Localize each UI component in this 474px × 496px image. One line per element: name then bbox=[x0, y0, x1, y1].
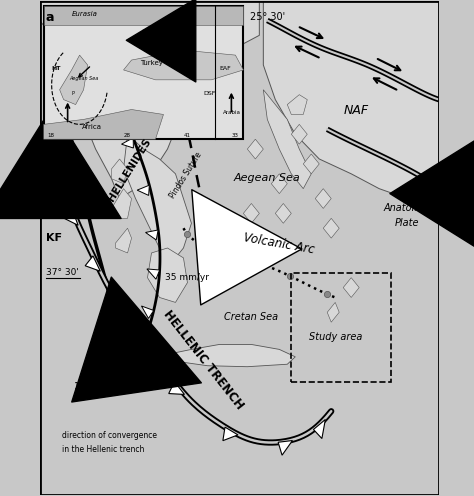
Polygon shape bbox=[223, 427, 238, 440]
Polygon shape bbox=[141, 306, 154, 318]
Polygon shape bbox=[44, 110, 164, 139]
Bar bbox=[44, 5, 243, 139]
Polygon shape bbox=[264, 0, 439, 208]
Polygon shape bbox=[292, 124, 307, 144]
Text: 18: 18 bbox=[48, 133, 55, 138]
Text: 10 mm/yr: 10 mm/yr bbox=[73, 382, 118, 391]
Polygon shape bbox=[111, 188, 131, 218]
Text: Anatolian: Anatolian bbox=[384, 203, 430, 213]
Text: 41: 41 bbox=[183, 133, 191, 138]
Text: Cretan Sea: Cretan Sea bbox=[224, 311, 278, 322]
Text: NAF: NAF bbox=[167, 31, 180, 36]
Text: direction of convergence: direction of convergence bbox=[62, 432, 156, 440]
Polygon shape bbox=[40, 0, 259, 198]
Polygon shape bbox=[278, 440, 292, 455]
Text: P: P bbox=[72, 91, 74, 96]
Text: Eurasia: Eurasia bbox=[72, 10, 98, 16]
Text: Pindos Suture: Pindos Suture bbox=[168, 151, 203, 200]
Text: HELLENIC TRENCH: HELLENIC TRENCH bbox=[161, 308, 246, 412]
Polygon shape bbox=[243, 203, 259, 223]
Polygon shape bbox=[303, 154, 319, 174]
Text: Turkey: Turkey bbox=[140, 60, 163, 66]
Polygon shape bbox=[108, 96, 119, 106]
Text: Aegean Sea: Aegean Sea bbox=[234, 173, 301, 183]
Polygon shape bbox=[111, 159, 128, 184]
Text: 43: 43 bbox=[180, 8, 186, 13]
Polygon shape bbox=[124, 50, 243, 80]
Polygon shape bbox=[255, 228, 271, 248]
Polygon shape bbox=[116, 228, 131, 253]
Polygon shape bbox=[121, 138, 133, 148]
Polygon shape bbox=[167, 344, 295, 367]
Bar bbox=[292, 273, 391, 381]
Polygon shape bbox=[44, 5, 243, 25]
Polygon shape bbox=[228, 115, 243, 134]
Text: DSF: DSF bbox=[203, 91, 216, 96]
Text: Volcanic Arc: Volcanic Arc bbox=[243, 231, 316, 256]
Polygon shape bbox=[64, 209, 78, 225]
Polygon shape bbox=[323, 218, 339, 238]
Polygon shape bbox=[275, 203, 292, 223]
Polygon shape bbox=[124, 134, 191, 263]
Text: in the Hellenic trench: in the Hellenic trench bbox=[62, 445, 144, 454]
Polygon shape bbox=[123, 318, 138, 331]
Polygon shape bbox=[137, 185, 149, 195]
Polygon shape bbox=[99, 62, 111, 72]
Text: HT: HT bbox=[52, 66, 61, 71]
Text: 25° 30': 25° 30' bbox=[250, 12, 285, 22]
Polygon shape bbox=[169, 382, 184, 394]
Polygon shape bbox=[343, 278, 359, 298]
Polygon shape bbox=[264, 90, 311, 188]
Text: Africa: Africa bbox=[82, 124, 101, 130]
Polygon shape bbox=[313, 420, 325, 438]
Polygon shape bbox=[147, 248, 187, 303]
Text: 37° 30': 37° 30' bbox=[46, 268, 79, 277]
Polygon shape bbox=[315, 188, 331, 208]
Polygon shape bbox=[85, 256, 100, 271]
Text: NAF: NAF bbox=[343, 105, 368, 118]
Text: Aegean Sea: Aegean Sea bbox=[69, 76, 98, 81]
Text: Arabia: Arabia bbox=[223, 111, 241, 116]
Polygon shape bbox=[146, 230, 158, 240]
Text: Study area: Study area bbox=[309, 331, 362, 342]
Polygon shape bbox=[271, 174, 287, 193]
Text: KF: KF bbox=[46, 233, 62, 243]
Text: a: a bbox=[46, 10, 54, 24]
Polygon shape bbox=[327, 303, 339, 322]
Polygon shape bbox=[60, 55, 88, 105]
Polygon shape bbox=[147, 269, 160, 279]
Text: HELLENIDES: HELLENIDES bbox=[106, 136, 153, 203]
Text: EAF: EAF bbox=[219, 66, 231, 71]
Text: 35 mm/yr: 35 mm/yr bbox=[165, 273, 210, 282]
Text: 28: 28 bbox=[124, 133, 130, 138]
Text: 33: 33 bbox=[231, 133, 238, 138]
Polygon shape bbox=[247, 139, 264, 159]
Polygon shape bbox=[287, 95, 307, 115]
Text: Plate: Plate bbox=[395, 218, 419, 228]
